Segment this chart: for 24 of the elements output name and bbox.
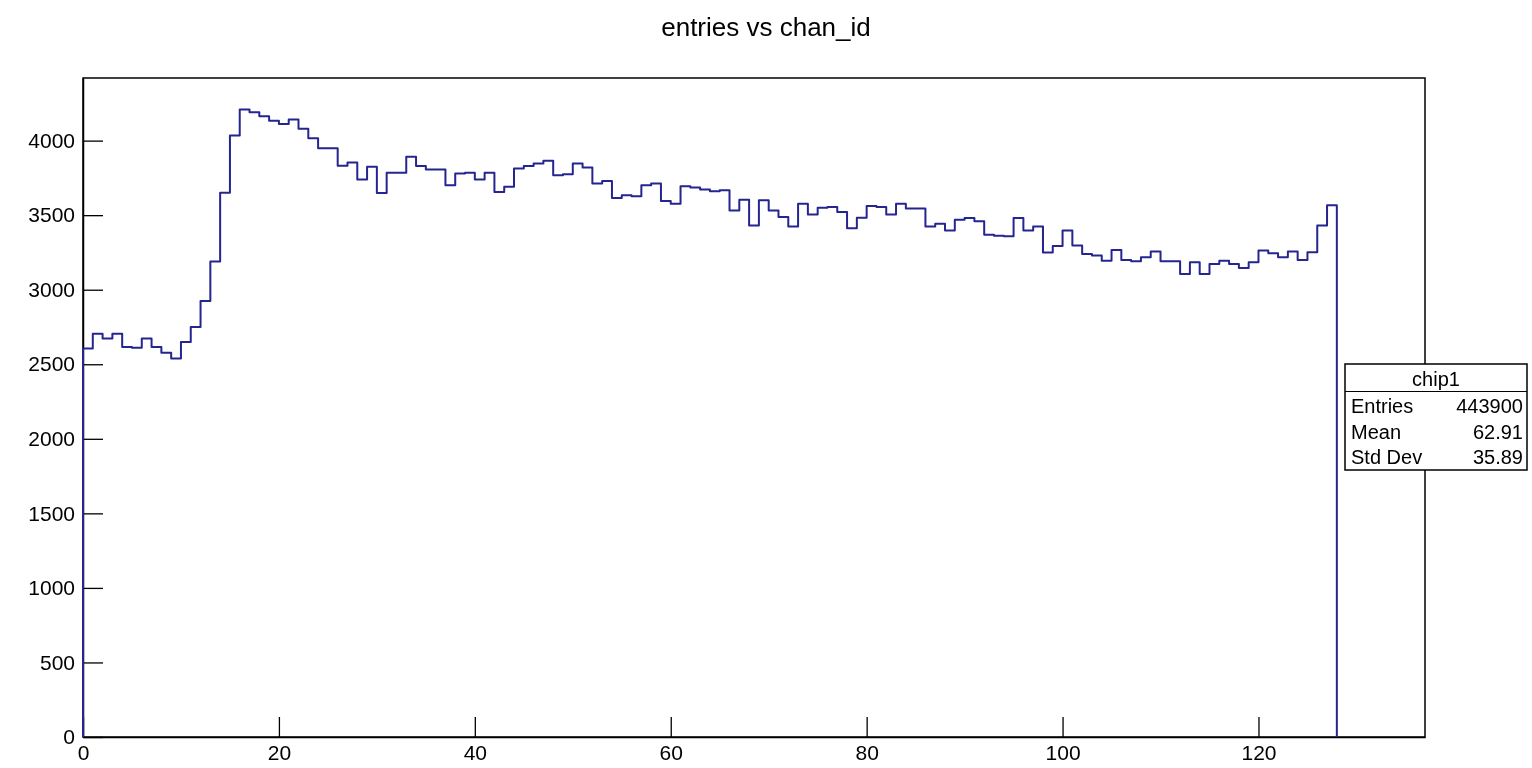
- annotation: Std Dev: [1351, 446, 1423, 468]
- x-tick-label: 60: [659, 740, 683, 764]
- y-tick-label: 4000: [28, 128, 75, 152]
- y-tick-label: 1500: [28, 501, 75, 525]
- y-tick-label: 0: [63, 725, 75, 749]
- x-tick-label: 80: [855, 740, 879, 764]
- x-tick-label: 120: [1241, 740, 1277, 764]
- y-tick-label: 500: [39, 650, 75, 674]
- text: 443900: [1456, 395, 1523, 417]
- text: 62.91: [1472, 420, 1523, 443]
- annotation: Entries: [1351, 395, 1414, 417]
- x-tick-label: 20: [267, 740, 292, 764]
- y-tick-label: 2500: [28, 352, 75, 376]
- chart-title: entries vs chan_id: [661, 12, 871, 42]
- x-tick-label: 40: [463, 740, 487, 764]
- text: 35.89: [1472, 446, 1523, 468]
- annotation: chip1: [1412, 367, 1460, 390]
- x-tick-label: 0: [77, 740, 90, 764]
- y-tick-label: 3500: [28, 203, 75, 227]
- y-tick-label: 3000: [28, 277, 75, 301]
- y-tick-label: 2000: [28, 427, 75, 451]
- annotation: Mean: [1351, 420, 1402, 443]
- x-tick-label: 100: [1045, 740, 1081, 764]
- y-tick-label: 1000: [28, 576, 75, 600]
